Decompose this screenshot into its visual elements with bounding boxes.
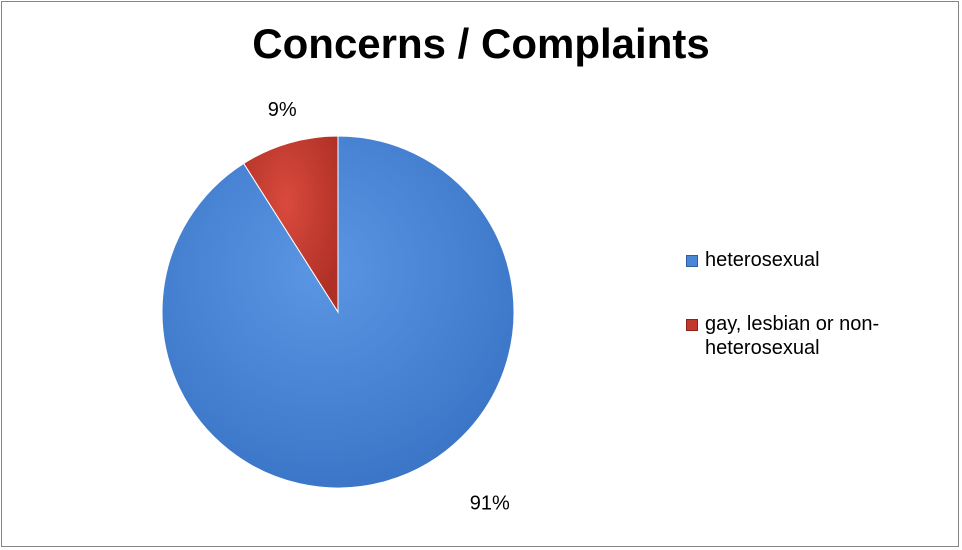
legend-item-heterosexual: heterosexual [686, 248, 946, 272]
legend-label: heterosexual [705, 249, 820, 271]
data-label-0: 91% [470, 492, 510, 514]
chart-title: Concerns / Complaints [252, 20, 710, 67]
pie-slice-0 [161, 135, 515, 489]
pie-slice-1 [243, 135, 339, 314]
legend-label: gay, lesbian or non-heterosexual [705, 313, 880, 359]
legend-swatch-heterosexual [686, 255, 698, 267]
data-label-1: 9% [268, 99, 297, 121]
legend: heterosexual gay, lesbian or non-heteros… [686, 248, 946, 360]
legend-swatch-gay-lesbian-non-heterosexual [686, 319, 698, 331]
legend-item-gay-lesbian-non-heterosexual: gay, lesbian or non-heterosexual [686, 312, 946, 360]
